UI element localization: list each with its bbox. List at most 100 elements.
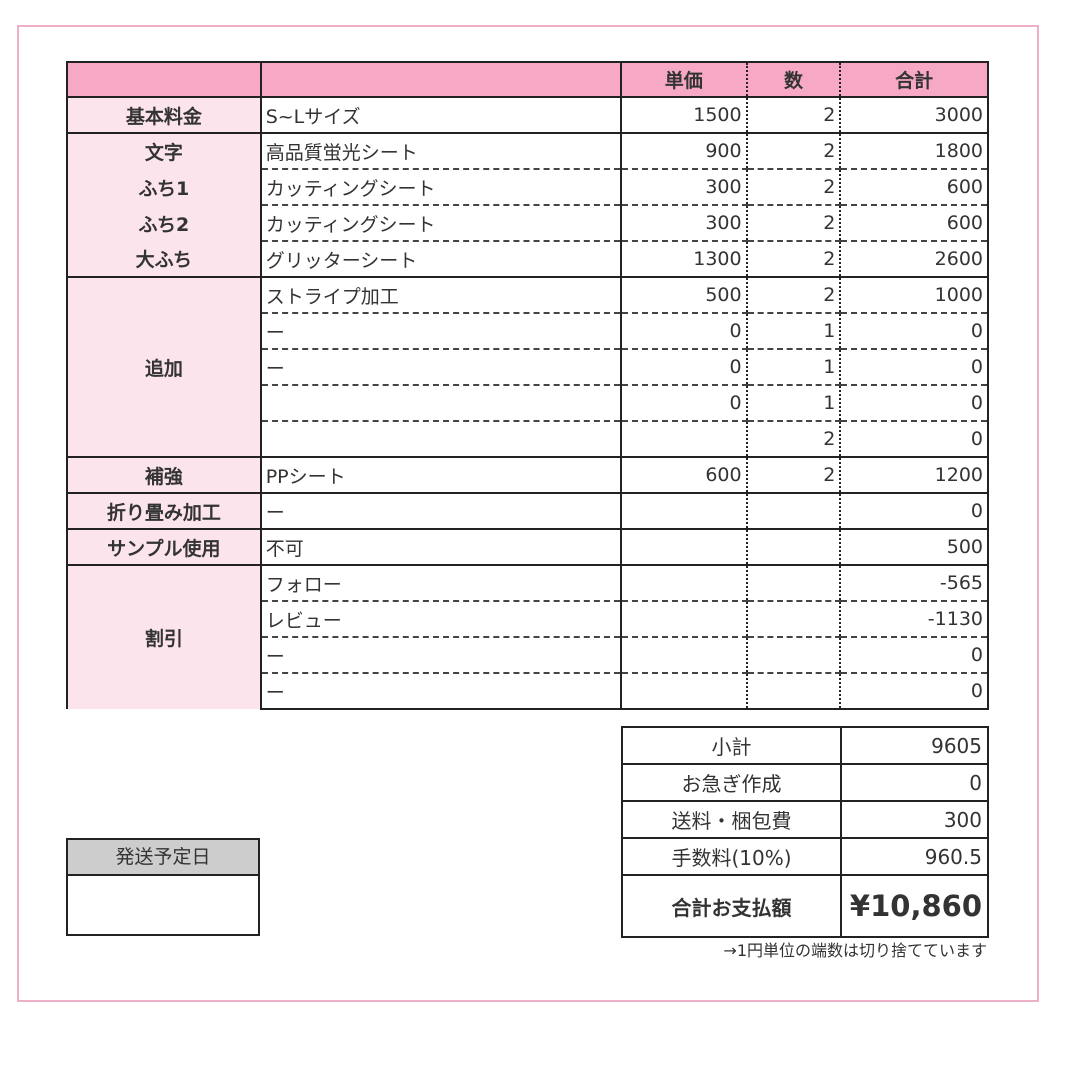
summary-value: 300: [840, 800, 989, 839]
item-description: [259, 384, 622, 421]
header-quantity: 数: [746, 61, 842, 98]
summary-value: 960.5: [840, 837, 989, 876]
quantity: 2: [746, 276, 842, 313]
summary-row: 送料・梱包費 300: [621, 800, 989, 839]
rounding-note: →1円単位の端数は切り捨てています: [723, 941, 987, 960]
line-total: 1200: [840, 456, 989, 493]
grand-total-label: 合計お支払額: [621, 874, 842, 938]
header-total: 合計: [840, 61, 989, 98]
item-description: カッティングシート: [259, 204, 622, 241]
row-label: 文字: [66, 132, 262, 169]
table-row: 割引 フォロー -565: [66, 564, 989, 709]
unit-price: 300: [619, 168, 748, 205]
line-total: 1800: [840, 132, 989, 169]
summary-label: 小計: [621, 726, 842, 765]
group-label: サンプル使用: [66, 528, 262, 565]
unit-price: [619, 636, 748, 673]
summary-label: 手数料(10%): [621, 837, 842, 876]
item-description: ー: [259, 348, 622, 385]
table-row: 大ふち グリッターシート 1300 2 2600: [66, 240, 989, 277]
table-row: 基本料金 S~Lサイズ 1500 2 3000: [66, 96, 989, 133]
unit-price: 0: [619, 312, 748, 349]
header-unit-price: 単価: [619, 61, 748, 98]
quantity: [746, 636, 842, 673]
page-frame: [17, 25, 1039, 1002]
group-label: 折り畳み加工: [66, 492, 262, 529]
row-label: ふち1: [66, 169, 262, 205]
quantity: [746, 600, 842, 637]
header-desc: [259, 61, 622, 98]
unit-price: [619, 600, 748, 637]
table-row: 補強 PPシート 600 2 1200: [66, 456, 989, 493]
item-description: ー: [259, 636, 622, 673]
table-row: 文字 高品質蛍光シート 900 2 1800: [66, 132, 989, 169]
line-total: 1000: [840, 276, 989, 313]
summary-row: お急ぎ作成 0: [621, 763, 989, 802]
line-total: 0: [840, 420, 989, 457]
line-total: 500: [840, 528, 989, 565]
item-description: グリッターシート: [259, 240, 622, 277]
quantity: 1: [746, 384, 842, 421]
summary-table: 小計 9605 お急ぎ作成 0 送料・梱包費 300 手数料(10%) 960.5 合計お支払額…: [621, 726, 989, 938]
unit-price: [619, 492, 748, 529]
quantity: 2: [746, 168, 842, 205]
item-description: ー: [259, 312, 622, 349]
unit-price: 0: [619, 384, 748, 421]
row-label: ふち2: [66, 205, 262, 241]
item-description: カッティングシート: [259, 168, 622, 205]
item-description: フォロー: [259, 564, 622, 601]
item-description: PPシート: [259, 456, 622, 493]
table-row: サンプル使用 不可 500: [66, 528, 989, 565]
line-total: 0: [840, 348, 989, 385]
table-row: 追加 ストライプ加工 500 2 1000: [66, 276, 989, 457]
quantity: 1: [746, 348, 842, 385]
grand-total-row: 合計お支払額 ¥10,860: [621, 874, 989, 938]
shipping-date-box: 発送予定日: [66, 838, 260, 936]
line-total: 0: [840, 636, 989, 673]
summary-value: 0: [840, 763, 989, 802]
summary-label: お急ぎ作成: [621, 763, 842, 802]
unit-price: [619, 420, 748, 457]
summary-value: 9605: [840, 726, 989, 765]
quantity: [746, 492, 842, 529]
unit-price: 500: [619, 276, 748, 313]
table-row: ふち2 カッティングシート 300 2 600: [66, 204, 989, 241]
item-description: [259, 420, 622, 457]
table-header-row: 単価 数 合計: [66, 61, 989, 98]
unit-price: 300: [619, 204, 748, 241]
unit-price: [619, 528, 748, 565]
unit-price: 600: [619, 456, 748, 493]
line-total: 600: [840, 204, 989, 241]
group-label: 基本料金: [66, 96, 262, 133]
quantity: 2: [746, 204, 842, 241]
unit-price: 900: [619, 132, 748, 169]
table-row: 折り畳み加工ー 0: [66, 492, 989, 529]
group-label: 補強: [66, 456, 262, 493]
group-label: 割引: [66, 564, 262, 709]
line-total: -565: [840, 564, 989, 601]
item-description: ストライプ加工: [259, 276, 622, 313]
summary-row: 手数料(10%) 960.5: [621, 837, 989, 876]
quantity: 1: [746, 312, 842, 349]
grand-total-value: ¥10,860: [840, 874, 989, 938]
unit-price: 0: [619, 348, 748, 385]
quantity: 2: [746, 456, 842, 493]
item-description: レビュー: [259, 600, 622, 637]
item-description: ー: [259, 672, 622, 710]
quantity: 2: [746, 420, 842, 457]
group-label: 追加: [66, 276, 262, 457]
line-total: 2600: [840, 240, 989, 277]
shipping-date-label: 発送予定日: [68, 840, 258, 876]
item-description: S~Lサイズ: [259, 96, 622, 133]
row-label: 大ふち: [66, 241, 262, 277]
line-total: 0: [840, 492, 989, 529]
unit-price: 1300: [619, 240, 748, 277]
line-total: 0: [840, 312, 989, 349]
quantity: 2: [746, 240, 842, 277]
